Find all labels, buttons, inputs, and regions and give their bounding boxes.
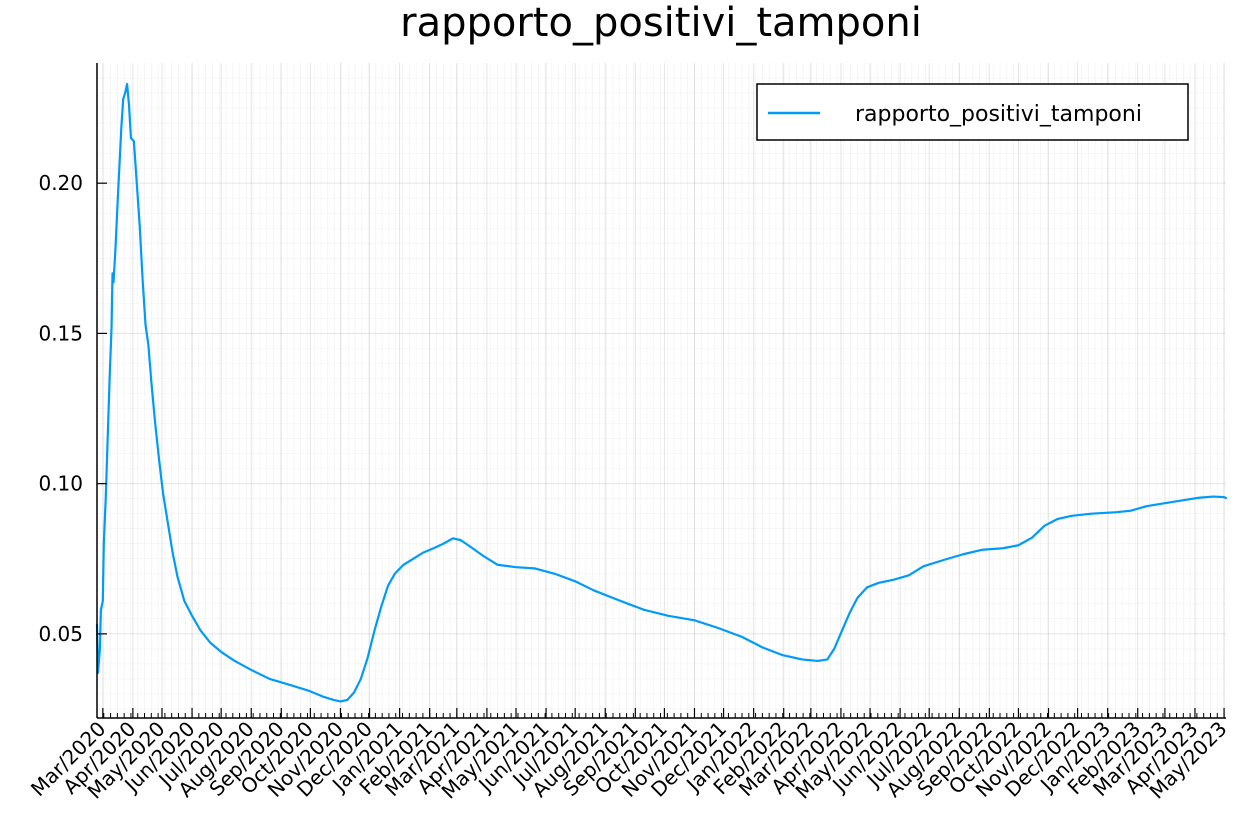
chart-title: rapporto_positivi_tamponi (400, 0, 922, 46)
series-layer (95, 82, 1228, 703)
legend: rapporto_positivi_tamponi (756, 83, 1189, 141)
minor-grid (97, 63, 1226, 718)
y-tick-label: 0.05 (38, 622, 83, 646)
axes-layer: Mar/2020Apr/2020May/2020Jun/2020Jul/2020… (26, 63, 1232, 804)
series-line (95, 82, 1228, 703)
legend-box (756, 83, 1189, 141)
major-grid (97, 63, 1226, 718)
legend-label: rapporto_positivi_tamponi (855, 102, 1142, 127)
y-tick-label: 0.20 (38, 171, 83, 195)
y-tick-label: 0.10 (38, 472, 83, 496)
y-tick-label: 0.15 (38, 321, 83, 345)
